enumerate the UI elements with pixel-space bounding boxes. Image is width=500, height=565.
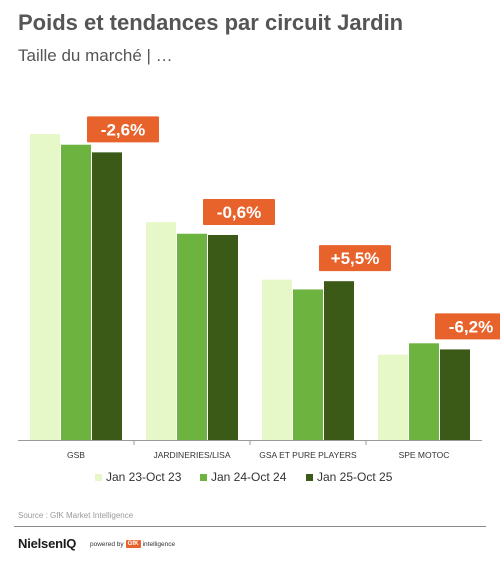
nielseniq-logo: NielsenIQ xyxy=(18,536,77,551)
category-label: JARDINERIES/LISA xyxy=(154,450,231,460)
legend-label: Jan 24-Oct 24 xyxy=(211,470,287,484)
trend-badge xyxy=(203,198,275,225)
chart-title: Poids et tendances par circuit Jardin xyxy=(18,10,404,35)
gfk-logo: GfK xyxy=(125,540,141,548)
trend-label: -6,2% xyxy=(449,317,493,336)
bar-2-1 xyxy=(61,144,91,440)
category-label: SPE MOTOC xyxy=(399,450,450,460)
trend-label: +5,5% xyxy=(331,249,380,268)
bar-chart: GSB -2,6% JARDINERIES/LISA -0,6% GSA ET PURE… xyxy=(18,116,500,484)
legend-swatch xyxy=(306,474,313,481)
bar-2-2 xyxy=(177,233,207,440)
trend-label: -2,6% xyxy=(101,120,145,139)
footer-divider xyxy=(14,526,486,527)
category-label: GSB xyxy=(67,450,85,460)
powered-by-label: powered by xyxy=(90,540,124,548)
bar-3-3 xyxy=(324,281,354,440)
category-label: GSA ET PURE PLAYERS xyxy=(259,450,357,460)
intelligence-label: intelligence xyxy=(142,540,176,548)
bar-1-1 xyxy=(30,134,60,440)
trend-badge xyxy=(435,313,500,340)
bar-1-2 xyxy=(146,222,176,440)
bar-3-1 xyxy=(92,152,122,441)
bar-3-2 xyxy=(208,234,238,440)
legend-swatch xyxy=(200,474,207,481)
legend-label: Jan 23-Oct 23 xyxy=(106,470,182,484)
bar-1-4 xyxy=(378,354,408,440)
bar-2-4 xyxy=(409,343,439,440)
legend-swatch xyxy=(95,474,102,481)
chart-subtitle: Taille du marché | … xyxy=(18,46,173,65)
bar-1-3 xyxy=(262,279,292,440)
trend-badge xyxy=(87,116,159,143)
source-note: Source : GfK Market Intelligence xyxy=(18,511,134,520)
trend-label: -0,6% xyxy=(217,203,261,222)
trend-badge xyxy=(319,245,391,272)
bar-3-4 xyxy=(440,349,470,440)
legend-label: Jan 25-Oct 25 xyxy=(317,470,393,484)
bar-2-3 xyxy=(293,289,323,440)
powered-by-gfk: powered by GfK intelligence xyxy=(90,540,175,548)
